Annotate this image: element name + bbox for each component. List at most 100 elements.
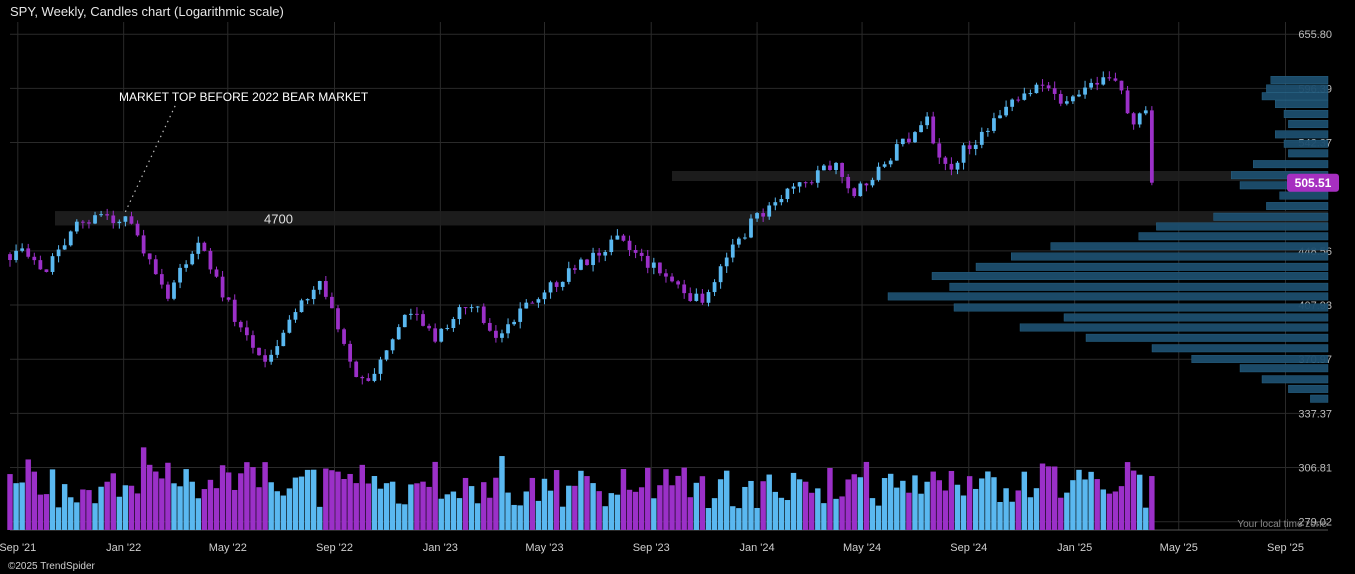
candle-body — [427, 325, 431, 329]
volume-bar — [365, 483, 372, 530]
candle-body — [68, 231, 73, 246]
volume-bar — [754, 507, 760, 530]
volume-bar — [541, 478, 548, 530]
volume-bar — [207, 479, 214, 530]
candle-body — [311, 289, 316, 300]
volume-bar — [778, 497, 785, 530]
volume-bar — [900, 480, 906, 530]
candle-body — [1071, 96, 1075, 102]
volume-bar — [298, 476, 305, 530]
x-tick-label: Sep '23 — [633, 542, 670, 554]
candle-body — [888, 160, 893, 165]
volume-bar — [839, 496, 845, 530]
volume-profile-bar — [1283, 110, 1329, 118]
candle-body — [809, 182, 814, 184]
volume-bar — [645, 467, 651, 530]
candle-body — [202, 242, 207, 251]
candle-body — [457, 307, 462, 320]
volume-bar — [742, 486, 748, 530]
y-tick-label: 337.37 — [1298, 408, 1332, 420]
candle-body — [396, 327, 401, 340]
candle-body — [238, 321, 243, 328]
candle-body — [293, 312, 298, 320]
candle-body — [44, 269, 49, 272]
candle-body — [390, 339, 395, 351]
volume-bar — [523, 491, 529, 530]
candle-body — [172, 282, 176, 299]
candle-body — [779, 199, 784, 203]
volume-profile-bar — [953, 303, 1329, 312]
candle-body — [676, 281, 680, 285]
volume-bar — [638, 487, 645, 530]
candle-body — [26, 248, 31, 257]
candle-body — [14, 250, 18, 261]
candle-body — [943, 157, 948, 164]
x-tick-label: Sep '22 — [316, 542, 353, 554]
candle-body — [694, 293, 699, 301]
candle-body — [354, 361, 359, 378]
volume-bar — [505, 492, 511, 530]
volume-bar — [578, 470, 584, 530]
volume-bar — [304, 469, 311, 530]
volume-bar — [663, 469, 669, 530]
candle-body — [730, 244, 735, 258]
x-tick-label: Jan '23 — [423, 542, 458, 554]
candle-body — [1143, 110, 1148, 114]
volume-bar — [651, 498, 657, 530]
volume-bar — [122, 485, 129, 530]
candle-body — [536, 299, 541, 303]
volume-bar — [1045, 466, 1052, 530]
candle-body — [99, 214, 103, 216]
candle-body — [330, 296, 334, 309]
volume-bar — [323, 468, 329, 530]
volume-bar — [74, 502, 80, 530]
volume-bar — [559, 506, 566, 530]
volume-bar — [736, 508, 742, 530]
candle-body — [907, 138, 911, 143]
annotation-text: MARKET TOP BEFORE 2022 BEAR MARKET — [119, 90, 369, 104]
candle-body — [251, 335, 255, 348]
candle-body — [913, 132, 917, 143]
price-level-label: 4700 — [264, 211, 293, 226]
volume-bar — [1112, 491, 1119, 530]
volume-bar — [146, 464, 153, 530]
volume-bar — [930, 471, 936, 530]
volume-bar — [657, 485, 663, 530]
candle-body — [870, 179, 875, 186]
candle-body — [645, 255, 650, 268]
candle-body — [342, 329, 346, 344]
candle-body — [834, 162, 838, 171]
candle-body — [858, 183, 863, 197]
volume-bar — [705, 508, 712, 530]
volume-bar — [1130, 470, 1137, 530]
volume-bar — [402, 504, 408, 530]
volume-bar — [86, 490, 92, 530]
candle-body — [931, 116, 936, 144]
candle-body — [500, 333, 504, 338]
candle-body — [1083, 87, 1087, 95]
candle-body — [785, 188, 790, 200]
candle-body — [1016, 99, 1021, 101]
volume-bar — [699, 476, 706, 530]
volume-bar — [383, 483, 390, 530]
candle-body — [81, 221, 85, 223]
candle-body — [263, 355, 267, 362]
candle-body — [487, 322, 492, 331]
volume-bar — [310, 469, 317, 530]
volume-bar — [1070, 480, 1076, 530]
volume-bar — [693, 482, 700, 530]
volume-bar — [389, 481, 396, 530]
candle-body — [1113, 78, 1118, 81]
volume-bar — [250, 467, 256, 530]
volume-bar — [414, 483, 420, 530]
x-tick-label: May '25 — [1160, 542, 1198, 554]
x-tick-label: Sep '25 — [1267, 542, 1304, 554]
volume-bar — [790, 472, 797, 530]
volume-bar — [1027, 497, 1034, 530]
timezone-label: Your local time zone — [1237, 519, 1327, 530]
volume-bar — [948, 470, 955, 530]
candle-body — [433, 328, 438, 342]
volume-bar — [863, 461, 870, 530]
candle-body — [1107, 77, 1112, 79]
